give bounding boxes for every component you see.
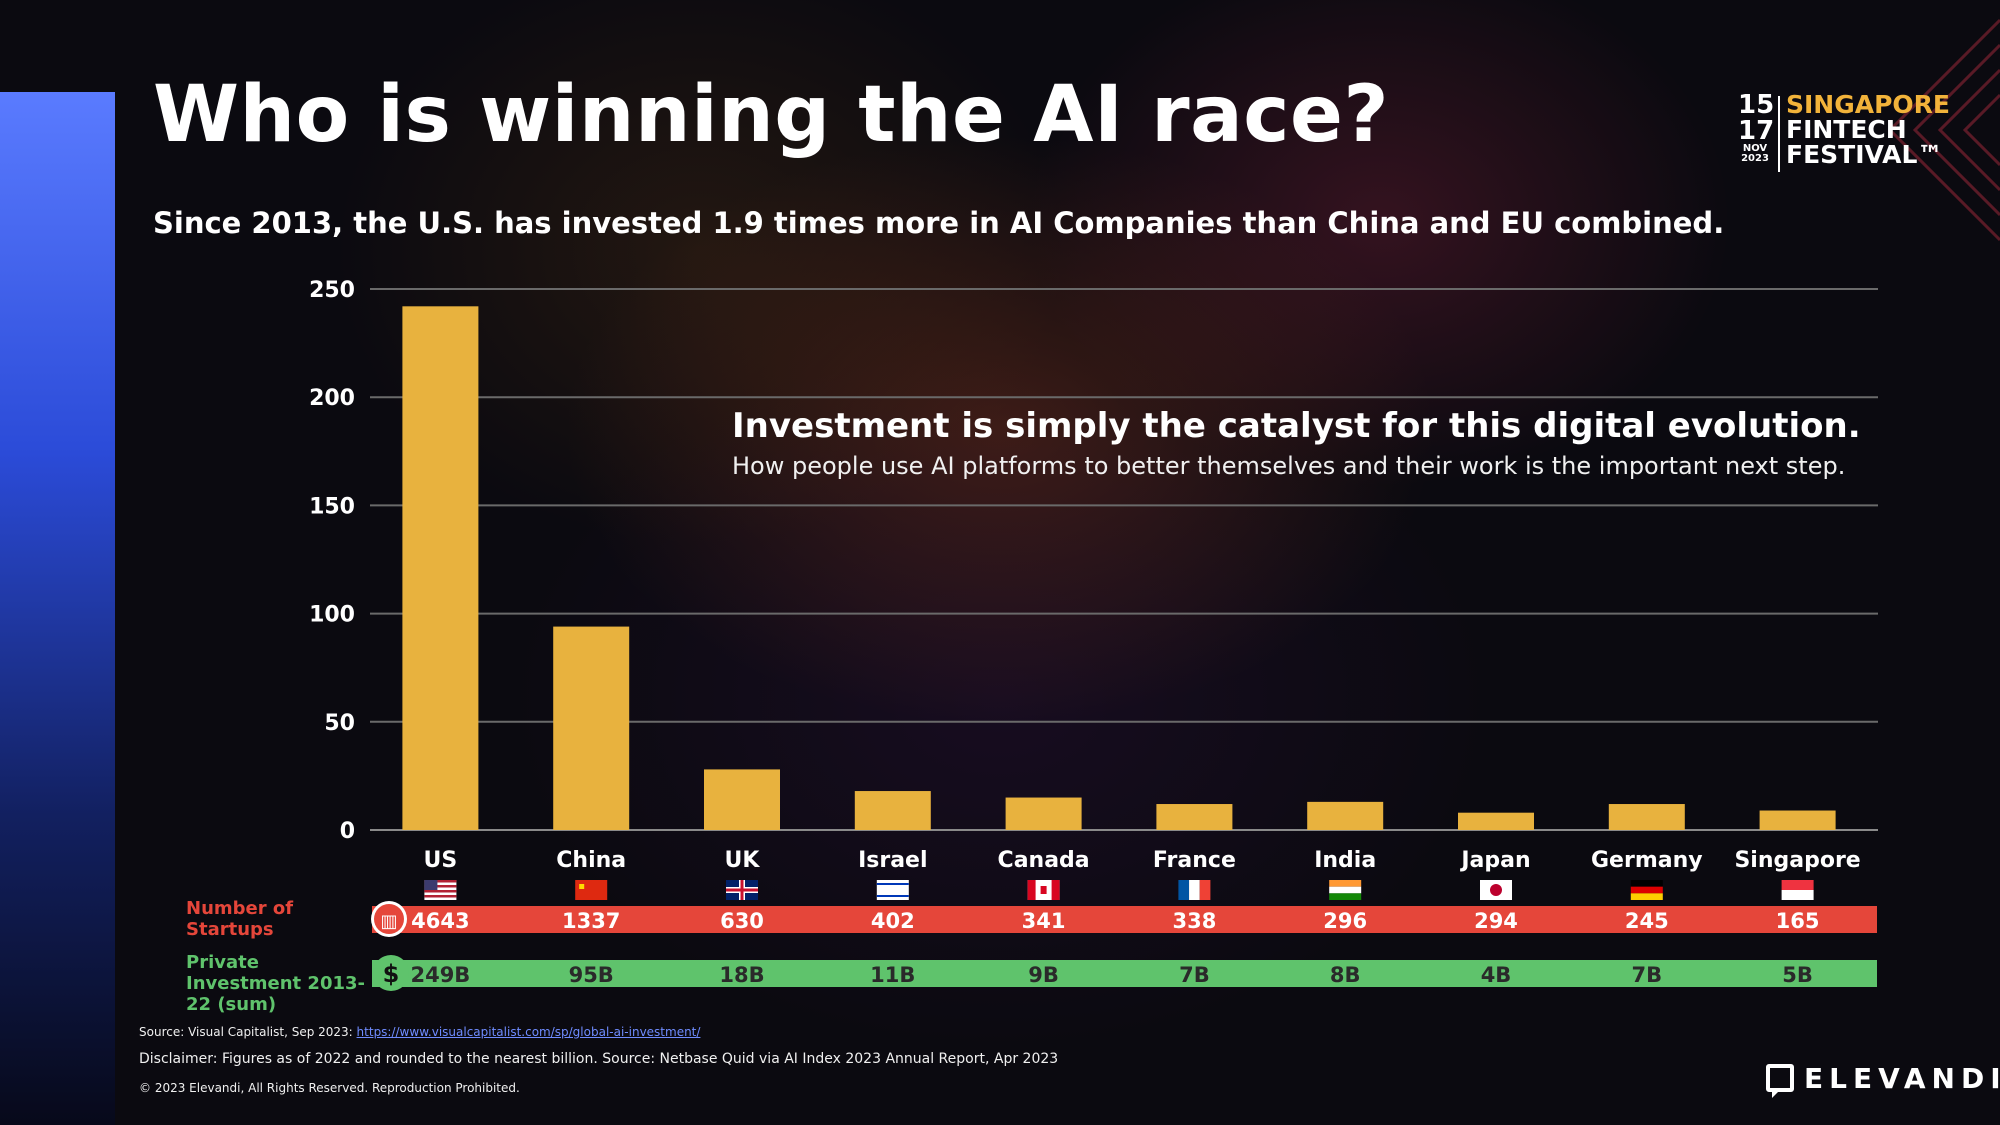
bar-germany (1608, 804, 1685, 830)
bar-uk (704, 769, 780, 830)
elevandi-wordmark: ELEVANDI (1804, 1061, 2000, 1095)
uk-flag-icon (726, 880, 758, 900)
logo-line2: FINTECH (1786, 115, 1907, 144)
logo-line1: SINGAPORE (1786, 90, 1951, 119)
singapore-flag-icon (1781, 880, 1814, 900)
startups-value: 1337 (562, 909, 620, 933)
france-flag-icon (1178, 880, 1211, 900)
investment-value: 4B (1481, 963, 1512, 987)
accent-bar (0, 92, 115, 1125)
bar-japan (1458, 812, 1534, 830)
investment-value: 249B (410, 963, 470, 987)
y-tick-label: 100 (309, 603, 355, 628)
logo-date-start: 15 (1738, 90, 1775, 120)
startups-bar (372, 906, 1877, 933)
singapore-fintech-festival-logo: 15 17 NOV 2023 SINGAPORE FINTECH FESTIVA… (1738, 92, 1958, 176)
us-flag-icon (424, 880, 457, 900)
x-tick-label: Singapore (1734, 848, 1860, 873)
y-tick-label: 50 (324, 711, 355, 736)
bar-france (1156, 804, 1233, 830)
china-flag-icon (575, 880, 608, 900)
logo-line3: FESTIVAL™ (1786, 140, 1943, 169)
slide-title: Who is winning the AI race? (153, 70, 1390, 160)
logo-wordmark: SINGAPORE FINTECH FESTIVAL™ (1786, 92, 1950, 167)
investment-value: 95B (569, 963, 614, 987)
investment-bar (372, 960, 1877, 987)
x-tick-label: Japan (1459, 848, 1530, 873)
callout: Investment is simply the catalyst for th… (732, 406, 1861, 480)
investment-value: 5B (1782, 963, 1813, 987)
building-icon-glyph: ▥ (380, 911, 397, 932)
bar-canada (1005, 797, 1082, 830)
y-tick-label: 200 (309, 386, 355, 411)
logo-date-end: 17 (1738, 116, 1775, 146)
israel-flag-icon (876, 880, 909, 900)
startups-row-label: Number of Startups (186, 898, 306, 940)
x-tick-label: Canada (998, 848, 1090, 873)
x-tick-label: US (424, 848, 458, 873)
startups-value: 245 (1625, 909, 1669, 933)
startups-value: 630 (720, 909, 764, 933)
chevron-decoration (1887, 18, 2000, 242)
dollar-icon (373, 955, 409, 991)
startups-value: 296 (1323, 909, 1367, 933)
india-flag-icon (1329, 880, 1362, 900)
investment-value: 7B (1631, 963, 1662, 987)
x-tick-label: India (1314, 848, 1376, 873)
elevandi-logo: ELEVANDI (1766, 1060, 2000, 1098)
startups-value: 402 (871, 909, 915, 933)
x-tick-label: Israel (858, 848, 927, 873)
startups-value: 338 (1172, 909, 1216, 933)
startups-label-text: Number of Startups (186, 898, 294, 940)
bar-us (402, 306, 479, 830)
x-tick-label: UK (725, 848, 761, 873)
y-tick-label: 0 (340, 819, 355, 844)
x-tick-label: France (1153, 848, 1236, 873)
investment-row-label: Private Investment 2013-22 (sum) (186, 952, 376, 1015)
logo-month: NOV (1742, 143, 1768, 154)
investment-label-text: Private Investment 2013-22 (sum) (186, 952, 365, 1015)
copyright: © 2023 Elevandi, All Rights Reserved. Re… (139, 1081, 520, 1095)
bar-india (1307, 801, 1384, 830)
bar-israel (854, 791, 931, 830)
investment-value: 9B (1028, 963, 1059, 987)
investment-value: 7B (1179, 963, 1210, 987)
callout-body: How people use AI platforms to better th… (732, 452, 1846, 480)
canada-flag-icon (1027, 880, 1060, 900)
source-prefix: Source: Visual Capitalist, Sep 2023: (139, 1025, 357, 1039)
logo-divider (1778, 96, 1780, 172)
source-note: Source: Visual Capitalist, Sep 2023: htt… (139, 1025, 700, 1039)
dollar-icon-glyph: $ (383, 960, 400, 988)
slide-subtitle: Since 2013, the U.S. has invested 1.9 ti… (153, 206, 1725, 240)
japan-flag-icon (1480, 880, 1512, 900)
startups-value: 294 (1474, 909, 1518, 933)
startups-value: 341 (1022, 909, 1066, 933)
x-tick-label: China (556, 848, 626, 873)
building-icon (374, 904, 404, 934)
startups-value: 165 (1776, 909, 1820, 933)
investment-value: 8B (1330, 963, 1361, 987)
callout-heading: Investment is simply the catalyst for th… (732, 406, 1861, 446)
y-tick-label: 150 (309, 494, 355, 519)
source-link[interactable]: https://www.visualcapitalist.com/sp/glob… (356, 1025, 701, 1039)
startups-value: 4643 (411, 909, 469, 933)
investment-value: 11B (870, 963, 915, 987)
x-tick-label: Germany (1591, 848, 1703, 873)
elevandi-mark-icon (1766, 1064, 1794, 1098)
logo-year: 2023 (1741, 153, 1769, 164)
investment-value: 18B (719, 963, 764, 987)
germany-flag-icon (1630, 880, 1663, 900)
disclaimer: Disclaimer: Figures as of 2022 and round… (139, 1051, 1059, 1067)
bar-singapore (1759, 810, 1836, 830)
logo-dates: 15 17 NOV 2023 (1738, 90, 1775, 164)
bar-china (553, 626, 630, 830)
y-tick-label: 250 (309, 278, 355, 303)
